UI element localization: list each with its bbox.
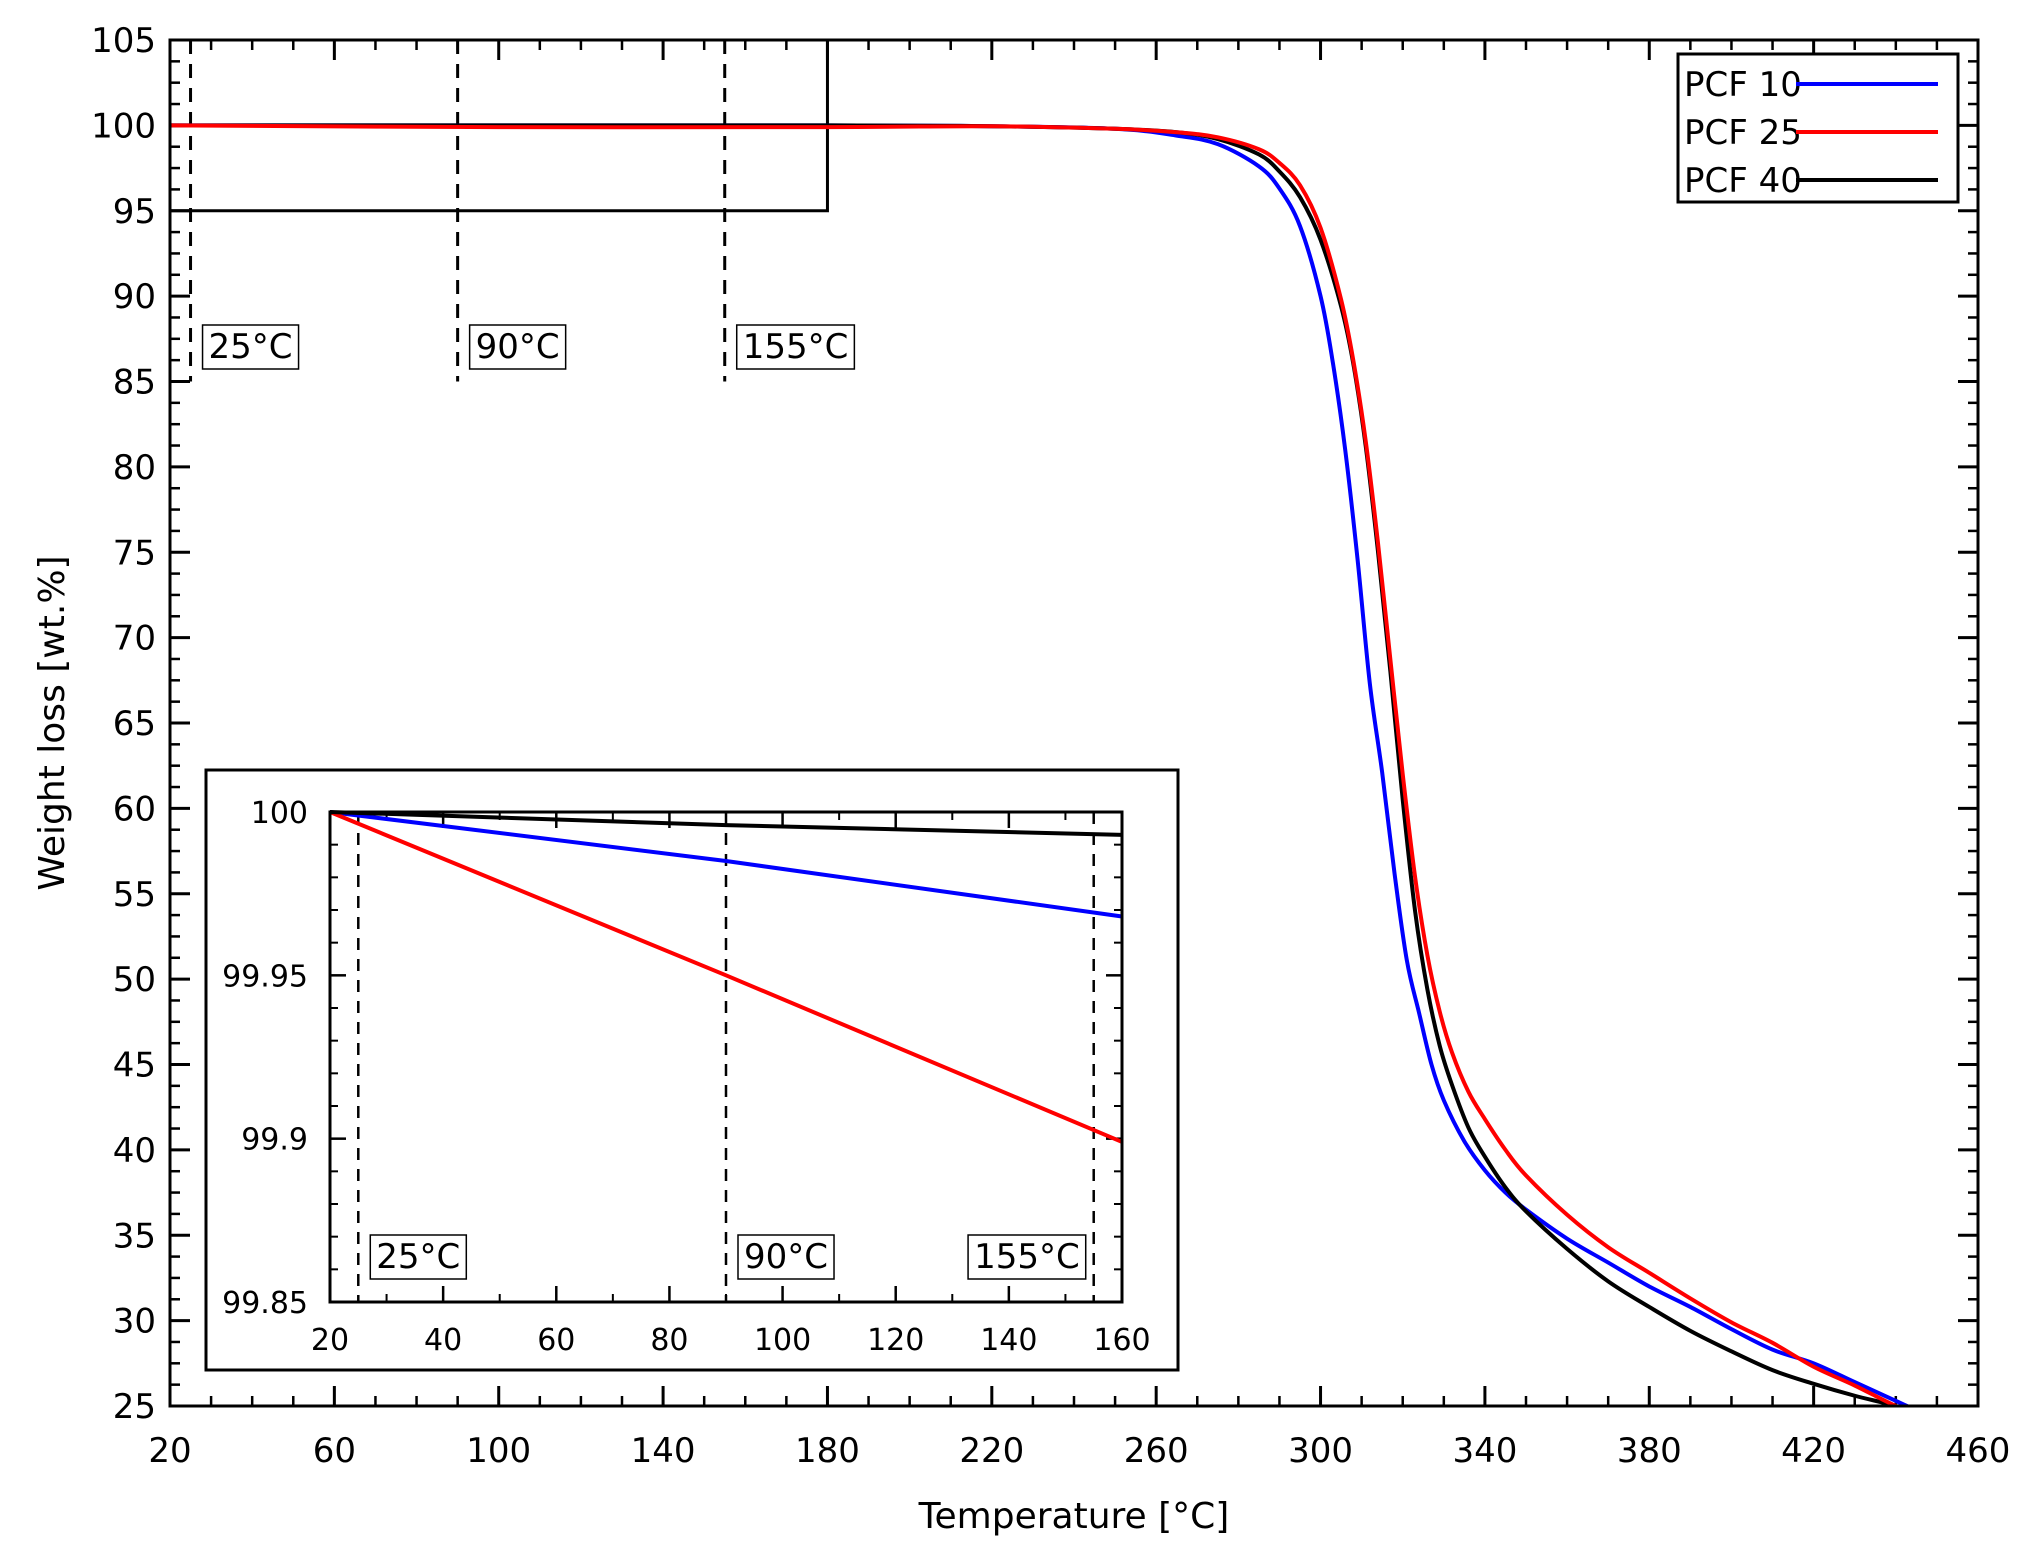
y-tick-label: 70 bbox=[113, 619, 156, 659]
y-tick-label: 80 bbox=[113, 448, 156, 488]
x-tick-label: 460 bbox=[1946, 1431, 2011, 1471]
main-annotation-2: 155°C bbox=[735, 324, 856, 370]
inset-annotation-box bbox=[369, 1234, 468, 1280]
y-tick-label: 30 bbox=[113, 1302, 156, 1342]
legend-box bbox=[1676, 52, 1960, 204]
inset-temperature-markers bbox=[357, 812, 1095, 1302]
inset-x-tick-label: 60 bbox=[537, 1323, 575, 1358]
main-annotation-text: 155°C bbox=[743, 327, 849, 367]
y-tick-label: 95 bbox=[113, 192, 156, 232]
y-tick-label: 75 bbox=[113, 533, 156, 573]
inset-x-tick-label: 80 bbox=[650, 1323, 688, 1358]
main-annotation-text: 25°C bbox=[209, 327, 293, 367]
inset-outer-frame bbox=[204, 768, 1180, 1372]
x-tick-label: 260 bbox=[1124, 1431, 1189, 1471]
inset-y-tick-label: 99.85 bbox=[222, 1286, 308, 1321]
main-annotation-box bbox=[201, 324, 300, 370]
inset-annotation-text: 90°C bbox=[744, 1237, 828, 1277]
inset-annotation-1: 90°C bbox=[737, 1234, 835, 1280]
inset-plot-frame bbox=[328, 810, 1124, 1304]
inset-plot: 20 40 60 80 100 120 140 160 99.85 99.9 99.95 100 2… bbox=[204, 768, 1180, 1372]
inset-y-tick-label: 99.95 bbox=[222, 959, 308, 994]
main-plot: 20 60 100 140 180 220 260 300 340 380 420 460 25 30 3… bbox=[32, 21, 2010, 1537]
main-tick-marks bbox=[168, 38, 1980, 1408]
inset-x-tick-label: 100 bbox=[754, 1323, 811, 1358]
main-annotation-1: 90°C bbox=[468, 324, 567, 370]
legend: PCF 10 PCF 25 PCF 40 bbox=[1676, 52, 1960, 204]
x-tick-label: 220 bbox=[959, 1431, 1024, 1471]
inset-series-line-pcf-10 bbox=[329, 810, 1123, 919]
legend-label: PCF 10 bbox=[1684, 65, 1802, 105]
inset-x-tick-label: 140 bbox=[980, 1323, 1037, 1358]
x-tick-label: 340 bbox=[1452, 1431, 1517, 1471]
main-annotation-labels: 25°C 90°C 155°C bbox=[201, 324, 856, 370]
inset-y-tick-label: 100 bbox=[251, 796, 308, 831]
legend-items: PCF 10 PCF 25 PCF 40 bbox=[1684, 65, 1938, 201]
inset-y-tick-label: 99.9 bbox=[241, 1123, 308, 1158]
main-annotation-text: 90°C bbox=[476, 327, 560, 367]
y-tick-label: 65 bbox=[113, 704, 156, 744]
inset-series-group bbox=[329, 810, 1123, 1144]
legend-item-0: PCF 10 bbox=[1684, 65, 1938, 105]
x-axis-title: Temperature [°C] bbox=[918, 1496, 1230, 1537]
legend-item-2: PCF 40 bbox=[1684, 161, 1938, 201]
x-tick-label: 380 bbox=[1617, 1431, 1682, 1471]
y-tick-label: 25 bbox=[113, 1387, 156, 1427]
inset-annotation-labels: 25°C 90°C 155°C bbox=[369, 1234, 1087, 1280]
x-tick-label: 100 bbox=[466, 1431, 531, 1471]
inset-annotation-text: 155°C bbox=[974, 1237, 1080, 1277]
main-annotation-box bbox=[468, 324, 567, 370]
y-tick-label: 40 bbox=[113, 1131, 156, 1171]
legend-label: PCF 40 bbox=[1684, 161, 1802, 201]
inset-annotation-0: 25°C bbox=[369, 1234, 468, 1280]
legend-label: PCF 25 bbox=[1684, 113, 1802, 153]
y-axis-title: Weight loss [wt.%] bbox=[32, 555, 73, 890]
y-tick-label: 35 bbox=[113, 1216, 156, 1256]
y-tick-label: 90 bbox=[113, 277, 156, 317]
y-tick-label: 60 bbox=[113, 789, 156, 829]
y-tick-label: 55 bbox=[113, 875, 156, 915]
x-tick-label: 140 bbox=[631, 1431, 696, 1471]
inset-y-tick-labels: 99.85 99.9 99.95 100 bbox=[222, 796, 308, 1321]
x-tick-label: 20 bbox=[148, 1431, 191, 1471]
main-x-tick-labels: 20 60 100 140 180 220 260 300 340 380 420 460 bbox=[148, 1431, 2010, 1471]
inset-annotation-2: 155°C bbox=[967, 1234, 1087, 1280]
main-y-tick-labels: 25 30 35 40 45 50 55 60 65 70 75 80 85 90 95 100 105 bbox=[91, 21, 156, 1427]
inset-x-tick-label: 120 bbox=[867, 1323, 924, 1358]
x-tick-label: 300 bbox=[1288, 1431, 1353, 1471]
inset-x-tick-label: 160 bbox=[1093, 1323, 1150, 1358]
x-tick-label: 180 bbox=[795, 1431, 860, 1471]
x-tick-label: 60 bbox=[313, 1431, 356, 1471]
inset-series-line-pcf-40 bbox=[329, 810, 1123, 837]
inset-x-tick-label: 40 bbox=[424, 1323, 462, 1358]
inset-annotation-text: 25°C bbox=[376, 1237, 460, 1277]
y-tick-label: 85 bbox=[113, 363, 156, 403]
main-series-group bbox=[170, 123, 1912, 1406]
y-tick-label: 45 bbox=[113, 1046, 156, 1086]
legend-item-1: PCF 25 bbox=[1684, 113, 1938, 153]
y-tick-label: 50 bbox=[113, 960, 156, 1000]
main-annotation-box bbox=[735, 324, 856, 370]
y-tick-label: 105 bbox=[91, 21, 156, 61]
main-plot-frame bbox=[168, 38, 1980, 1408]
inset-annotation-box bbox=[737, 1234, 835, 1280]
inset-x-tick-label: 20 bbox=[311, 1323, 349, 1358]
inset-series-line-pcf-25 bbox=[329, 810, 1123, 1144]
y-tick-label: 100 bbox=[91, 106, 156, 146]
x-tick-label: 420 bbox=[1781, 1431, 1846, 1471]
inset-annotation-box bbox=[967, 1234, 1087, 1280]
main-annotation-0: 25°C bbox=[201, 324, 300, 370]
inset-x-tick-labels: 20 40 60 80 100 120 140 160 bbox=[311, 1323, 1151, 1358]
series-line-pcf-25 bbox=[170, 123, 1901, 1406]
